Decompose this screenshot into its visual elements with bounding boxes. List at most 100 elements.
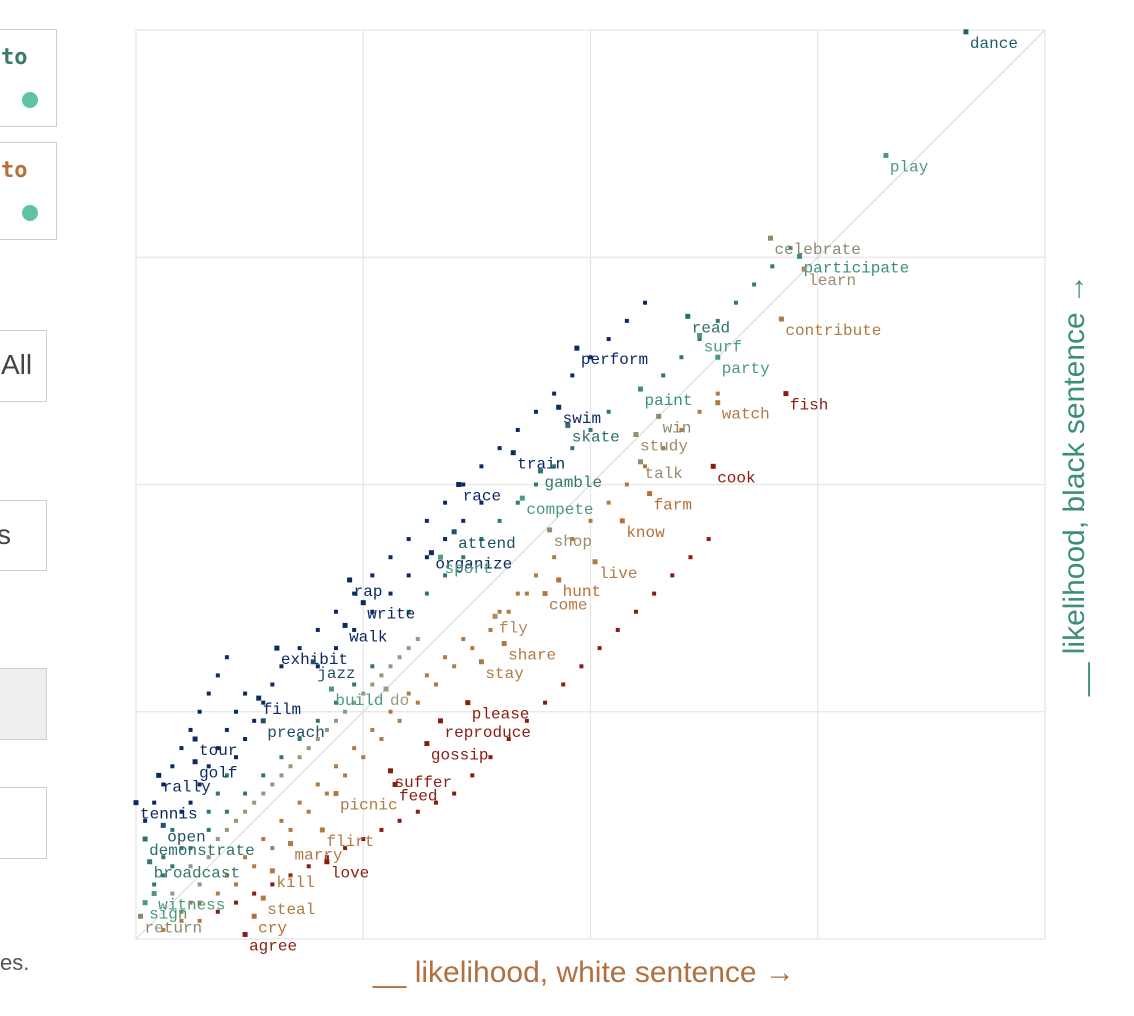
filter-all-label: All (1, 349, 33, 380)
point-29 (415, 637, 420, 642)
y-axis-label: __ likelihood, black sentence → (1058, 274, 1091, 696)
point-36 (333, 764, 338, 769)
point-67 (552, 391, 557, 396)
point-fish (783, 391, 789, 397)
point-surf (697, 332, 703, 338)
point-34 (297, 800, 302, 805)
label-build: build (335, 692, 383, 710)
point-71 (624, 318, 629, 323)
point-4 (188, 864, 193, 869)
option-button-3[interactable] (0, 668, 47, 740)
label-demonstrate: demonstrate (149, 842, 255, 860)
point-129 (206, 827, 211, 832)
point-135 (315, 718, 320, 723)
point-152 (679, 355, 684, 360)
point-172 (324, 791, 329, 796)
point-86 (252, 891, 257, 896)
label-come: come (549, 597, 587, 615)
label-picnic: picnic (340, 797, 398, 815)
point-126 (161, 873, 166, 878)
point-69 (588, 355, 593, 360)
point-140 (424, 591, 429, 596)
option-button-4[interactable] (0, 787, 47, 859)
point-136 (333, 700, 338, 705)
label-gamble: gamble (545, 474, 603, 492)
point-144 (497, 518, 502, 523)
legend-panel-2-text: to (1, 158, 28, 183)
point-participate (797, 253, 803, 259)
point-117 (588, 518, 593, 523)
legend-panel-1[interactable]: to (0, 29, 57, 127)
label-tennis: tennis (140, 806, 198, 824)
point-182 (161, 782, 166, 787)
label-kill: kill (276, 874, 314, 892)
label-skate: skate (572, 428, 620, 446)
point-131 (243, 791, 248, 796)
label-witness: witness (158, 897, 225, 915)
point-122 (679, 427, 684, 432)
point-31 (243, 855, 248, 860)
label-win: win (663, 419, 692, 437)
point-142 (461, 555, 466, 560)
point-195 (406, 573, 411, 578)
point-108 (652, 591, 657, 596)
point-21 (343, 709, 348, 714)
filter-s-button[interactable]: s (0, 500, 47, 571)
point-198 (461, 518, 466, 523)
point-148 (570, 446, 575, 451)
point-146 (533, 482, 538, 487)
filter-all-button[interactable]: All (0, 330, 47, 402)
point-13 (270, 782, 275, 787)
point-30 (224, 873, 229, 878)
point-agree (242, 931, 248, 937)
point-128 (188, 846, 193, 851)
point-196 (424, 555, 429, 560)
label-steal: steal (267, 901, 315, 919)
label-farm: farm (654, 497, 692, 515)
point-197 (443, 537, 448, 542)
point-walk (342, 622, 348, 628)
point-party (715, 354, 721, 360)
point-play (883, 152, 889, 158)
point-come (542, 591, 548, 597)
point-48 (243, 737, 248, 742)
point-80 (224, 727, 229, 732)
point-65 (515, 427, 520, 432)
label-cry: cry (258, 919, 287, 937)
point-188 (215, 673, 220, 678)
point-tour (192, 736, 198, 742)
point-9 (233, 818, 238, 823)
point-89 (306, 864, 311, 869)
label-jazz: jazz (317, 665, 355, 683)
point-learn (801, 266, 807, 272)
label-contribute: contribute (785, 322, 881, 340)
point-133 (279, 755, 284, 760)
point-perform (574, 345, 580, 351)
point-185 (188, 727, 193, 732)
label-flirt: flirt (326, 833, 374, 851)
point-82 (243, 691, 248, 696)
point-181 (152, 800, 157, 805)
point-41 (424, 673, 429, 678)
point-25 (379, 673, 384, 678)
point-178 (179, 918, 184, 923)
point-shop (547, 527, 553, 533)
point-156 (752, 282, 757, 287)
point-59 (406, 537, 411, 542)
point-101 (524, 718, 529, 723)
point-145 (515, 500, 520, 505)
label-celebrate: celebrate (774, 241, 860, 259)
point-film (256, 695, 262, 701)
point-10 (243, 809, 248, 814)
point-know (619, 518, 625, 524)
point-189 (224, 655, 229, 660)
point-96 (433, 800, 438, 805)
point-99 (488, 755, 493, 760)
point-study (633, 432, 639, 438)
point-169 (270, 846, 275, 851)
point-compete (519, 495, 525, 501)
point-swim (556, 404, 562, 410)
label-compete: compete (526, 501, 593, 519)
point-143 (479, 537, 484, 542)
legend-panel-2[interactable]: to (0, 142, 57, 240)
